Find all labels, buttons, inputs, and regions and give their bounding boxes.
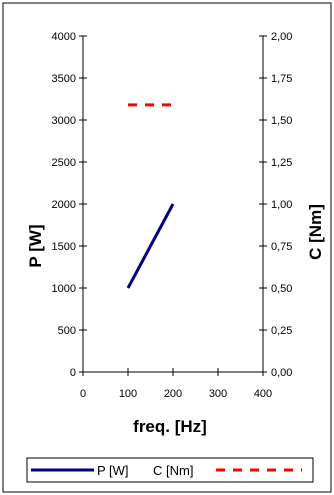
x-tick-label: 400	[254, 388, 272, 400]
y-left-tick-label: 4000	[52, 31, 76, 43]
x-tick-label: 0	[80, 388, 86, 400]
x-tick-label: 300	[209, 388, 227, 400]
y-right-tick-label: 2,00	[271, 31, 292, 43]
legend-label-c: C [Nm]	[153, 463, 193, 478]
y-left-tick-label: 1500	[52, 241, 76, 253]
x-tick-label: 100	[119, 388, 137, 400]
y-left-tick-label: 3000	[52, 115, 76, 127]
x-tick-label: 200	[164, 388, 182, 400]
y-left-tick-label: 2500	[52, 157, 76, 169]
y-left-tick-label: 1000	[52, 283, 76, 295]
y-left-axis-title: P [W]	[26, 224, 45, 267]
x-axis-title: freq. [Hz]	[133, 417, 207, 436]
y-right-tick-label: 1,00	[271, 199, 292, 211]
axes-layer: 050010001500200025003000350040000,000,25…	[52, 31, 293, 400]
y-right-tick-label: 1,50	[271, 115, 292, 127]
series-line-0	[126, 203, 175, 289]
y-right-tick-label: 0,25	[271, 325, 292, 337]
y-left-tick-label: 3500	[52, 73, 76, 85]
y-right-tick-label: 0,00	[271, 367, 292, 379]
y-left-tick-label: 500	[58, 325, 76, 337]
series-layer	[126, 103, 175, 289]
y-right-tick-label: 0,75	[271, 241, 292, 253]
y-right-tick-label: 0,50	[271, 283, 292, 295]
legend-label-p: P [W]	[97, 463, 129, 478]
y-right-axis-title: C [Nm]	[306, 204, 325, 260]
y-left-tick-label: 2000	[52, 199, 76, 211]
y-right-tick-label: 1,25	[271, 157, 292, 169]
y-left-tick-label: 0	[70, 367, 76, 379]
y-right-tick-label: 1,75	[271, 73, 292, 85]
